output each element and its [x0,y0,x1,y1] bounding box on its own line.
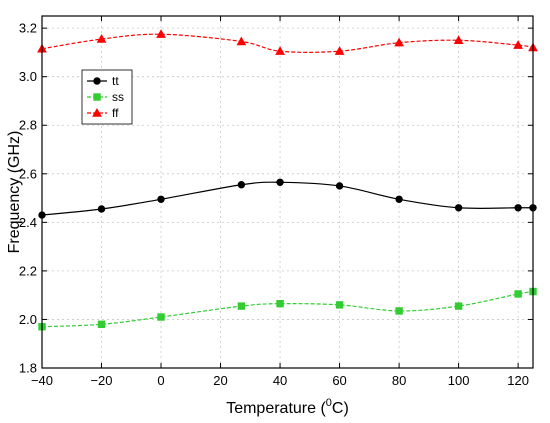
data-point-tt [395,195,403,203]
data-point-ss [514,290,522,298]
data-point-tt [237,181,246,189]
ticks-layer: −40 −20 0 20 40 60 80 100 120 1.8 2.0 2.2 2.4 2.6 2.8 3… [19,16,533,388]
series-layer [37,29,538,331]
x-axis-title-main: Temperature ( [226,400,326,417]
y-tick-label: 2.8 [19,118,37,133]
series-ss [38,287,537,331]
grid-layer [41,16,533,369]
data-point-ss [276,299,284,308]
data-point-ss [454,302,463,310]
x-tick-label: −40 [31,373,53,388]
series-tt [38,178,537,219]
legend-marker [93,93,101,101]
data-point-ff [394,37,404,47]
x-tick-label: 120 [507,373,529,388]
series-line-tt [41,181,533,216]
x-axis-title-superscript: 0 [326,397,332,409]
y-axis-title: Frequency (GHz) [6,131,23,254]
legend-marker [93,77,101,85]
data-point-ff [334,46,345,55]
legend-label: tt [112,74,119,88]
data-point-ss [395,307,403,315]
series-line-ss [41,290,534,328]
x-axis-title: Temperature (0C) [226,397,349,417]
legend-label: ss [112,90,124,104]
y-tick-label: 1.8 [19,361,37,376]
legend: tt ss ff [81,69,133,125]
legend-marker [92,107,102,117]
y-tick-label: 3.0 [19,69,37,84]
data-point-tt [514,204,522,212]
data-point-tt [97,205,106,213]
y-tick-label: 2.2 [19,263,37,278]
series-ff [37,29,538,55]
data-point-ff [453,35,464,44]
x-tick-label: 100 [448,373,470,388]
x-axis-title-suffix: C) [332,400,349,417]
x-tick-label: 0 [157,373,164,388]
data-point-ff [236,36,247,46]
x-tick-label: 20 [213,373,227,388]
data-point-ff [96,34,107,43]
legend-item-ss: ss [87,90,124,104]
data-point-tt [276,178,284,186]
data-point-ff [156,29,166,38]
legend-item-ff: ff [87,106,119,120]
data-point-ff [513,40,523,49]
series-line-ff [41,33,534,53]
x-tick-label: 80 [392,373,406,388]
legend-label: ff [112,106,119,120]
data-point-ss [335,301,344,309]
data-point-ff [275,46,285,55]
data-point-ss [97,320,106,329]
data-point-tt [157,195,165,203]
data-point-ss [157,313,165,321]
data-point-tt [454,204,463,212]
y-tick-label: 2.6 [19,166,37,181]
y-tick-label: 3.2 [19,21,37,36]
x-tick-label: −20 [90,373,112,388]
y-tick-label: 2.4 [19,215,37,230]
data-point-tt [335,182,344,190]
x-tick-label: 40 [273,373,287,388]
legend-item-tt: tt [87,74,119,88]
y-tick-label: 2.0 [19,312,37,327]
x-tick-label: 60 [332,373,346,388]
plot-frame [41,15,534,369]
data-point-ss [237,302,246,310]
